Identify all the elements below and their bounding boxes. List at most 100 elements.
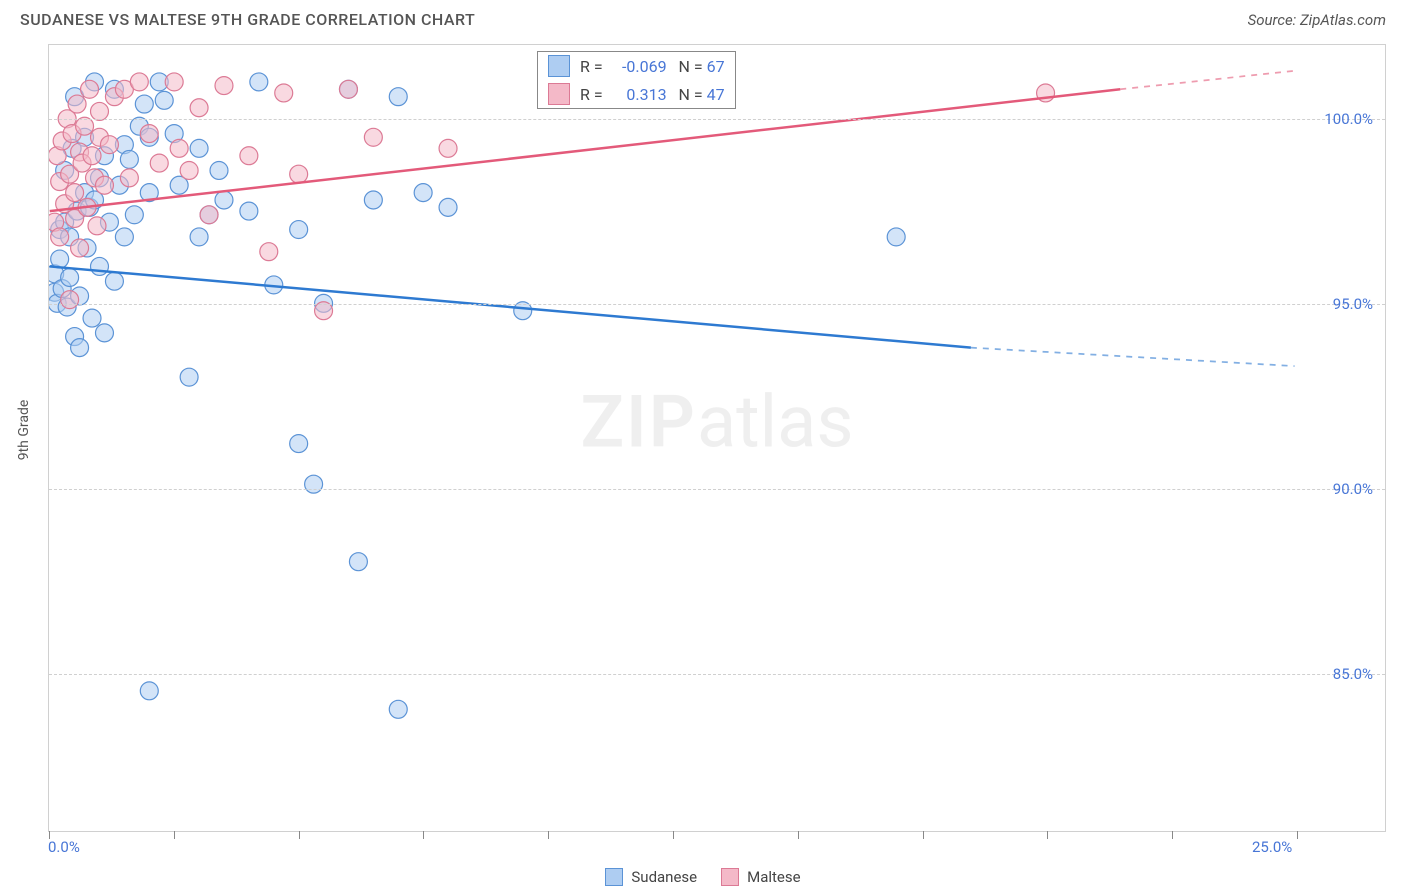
x-tick <box>1172 831 1173 839</box>
sudanese-point <box>95 324 113 342</box>
sudanese-point <box>389 700 407 718</box>
maltese-point <box>364 128 382 146</box>
maltese-point <box>81 80 99 98</box>
gridline-h <box>49 304 1385 305</box>
sudanese-point <box>240 202 258 220</box>
correlation-row-sudanese: R = -0.069 N = 67 <box>538 52 735 80</box>
gridline-h <box>49 119 1385 120</box>
maltese-point <box>190 99 208 117</box>
sudanese-point <box>91 257 109 275</box>
sudanese-point <box>115 228 133 246</box>
sudanese-point <box>61 269 79 287</box>
chart-source: Source: ZipAtlas.com <box>1248 11 1386 29</box>
y-tick-label: 95.0% <box>1333 295 1373 313</box>
maltese-point <box>88 217 106 235</box>
maltese-point <box>71 239 89 257</box>
maltese-swatch-icon <box>548 83 570 105</box>
x-tick <box>299 831 300 839</box>
legend-label: Sudanese <box>631 868 697 886</box>
y-tick-label: 85.0% <box>1333 665 1373 683</box>
sudanese-point <box>105 272 123 290</box>
sudanese-point <box>305 475 323 493</box>
sudanese-swatch-icon <box>548 55 570 77</box>
sudanese-point <box>140 682 158 700</box>
sudanese-point <box>51 250 69 268</box>
legend-item-maltese: Maltese <box>721 868 800 886</box>
sudanese-point <box>190 139 208 157</box>
maltese-point <box>275 84 293 102</box>
x-tick <box>174 831 175 839</box>
maltese-point <box>240 147 258 165</box>
sudanese-point <box>250 73 268 91</box>
x-tick-label: 25.0% <box>1252 838 1292 856</box>
sudanese-trend-extrapolation <box>971 348 1295 366</box>
maltese-point <box>260 243 278 261</box>
maltese-point <box>200 206 218 224</box>
sudanese-point <box>887 228 905 246</box>
sudanese-point <box>135 95 153 113</box>
sudanese-point <box>190 228 208 246</box>
maltese-point <box>130 73 148 91</box>
sudanese-point <box>349 553 367 571</box>
x-tick <box>548 831 549 839</box>
maltese-point <box>66 184 84 202</box>
maltese-point <box>51 228 69 246</box>
x-tick <box>1047 831 1048 839</box>
maltese-point <box>140 125 158 143</box>
maltese-point <box>170 139 188 157</box>
sudanese-point <box>83 309 101 327</box>
y-axis-label: 9th Grade <box>16 400 32 461</box>
gridline-h <box>49 489 1385 490</box>
x-tick <box>423 831 424 839</box>
maltese-legend-swatch-icon <box>721 868 739 886</box>
sudanese-point <box>125 206 143 224</box>
correlation-values: R = -0.069 N = 67 <box>580 57 725 76</box>
maltese-point <box>180 162 198 180</box>
sudanese-point <box>215 191 233 209</box>
sudanese-point <box>364 191 382 209</box>
sudanese-point <box>71 339 89 357</box>
maltese-point <box>339 80 357 98</box>
maltese-point <box>61 291 79 309</box>
maltese-point <box>165 73 183 91</box>
chart-container: ZIPatlas R = -0.069 N = 67R = 0.313 N = … <box>48 44 1386 832</box>
sudanese-point <box>290 435 308 453</box>
sudanese-point <box>155 91 173 109</box>
gridline-h <box>49 674 1385 675</box>
maltese-point <box>290 165 308 183</box>
maltese-trend-extrapolation <box>1120 71 1294 89</box>
maltese-point <box>439 139 457 157</box>
correlation-legend: R = -0.069 N = 67 R = 0.313 N = 47 <box>537 51 736 109</box>
maltese-point <box>95 176 113 194</box>
maltese-point <box>150 154 168 172</box>
maltese-point <box>215 77 233 95</box>
sudanese-point <box>389 88 407 106</box>
scatter-plot <box>49 45 1385 831</box>
chart-title: SUDANESE VS MALTESE 9TH GRADE CORRELATIO… <box>20 10 475 29</box>
sudanese-trend-line <box>50 266 971 347</box>
x-tick <box>923 831 924 839</box>
x-tick <box>673 831 674 839</box>
x-tick-label: 0.0% <box>48 838 80 856</box>
sudanese-legend-swatch-icon <box>605 868 623 886</box>
legend-label: Maltese <box>747 868 800 886</box>
maltese-point <box>68 95 86 113</box>
correlation-row-maltese: R = 0.313 N = 47 <box>538 80 735 108</box>
sudanese-point <box>290 221 308 239</box>
correlation-values: R = 0.313 N = 47 <box>580 85 725 104</box>
sudanese-point <box>414 184 432 202</box>
y-tick-label: 90.0% <box>1333 480 1373 498</box>
sudanese-point <box>180 368 198 386</box>
x-tick <box>1297 831 1298 839</box>
sudanese-point <box>439 198 457 216</box>
series-legend: Sudanese Maltese <box>0 868 1406 886</box>
sudanese-point <box>120 150 138 168</box>
maltese-point <box>100 136 118 154</box>
sudanese-point <box>210 162 228 180</box>
maltese-point <box>91 102 109 120</box>
legend-item-sudanese: Sudanese <box>605 868 697 886</box>
x-tick <box>798 831 799 839</box>
maltese-point <box>83 147 101 165</box>
y-tick-label: 100.0% <box>1324 110 1373 128</box>
maltese-point <box>120 169 138 187</box>
